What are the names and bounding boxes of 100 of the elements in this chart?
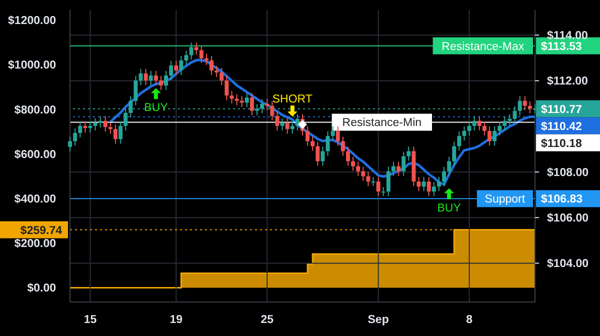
candlestick	[376, 176, 380, 197]
y-tick-label: $0.00	[27, 282, 56, 295]
candlestick	[204, 53, 208, 66]
ref-line-label: $113.53	[541, 40, 582, 53]
x-tick-label: 25	[260, 314, 274, 326]
candlestick	[502, 116, 507, 131]
candlestick	[488, 126, 492, 146]
candlestick	[78, 120, 82, 138]
candlestick	[306, 126, 310, 146]
candlestick	[179, 55, 184, 76]
candlestick	[98, 116, 102, 128]
candlestick	[340, 136, 345, 156]
candlestick	[103, 116, 108, 132]
annotation: BUY	[437, 202, 462, 214]
candlestick	[356, 161, 360, 176]
candlestick	[310, 136, 315, 152]
annotation: SHORT	[272, 94, 312, 106]
candlestick	[508, 114, 512, 126]
candlestick	[422, 176, 426, 192]
candlestick	[320, 146, 325, 166]
candlestick	[346, 146, 350, 166]
candlestick	[68, 136, 72, 152]
candlestick	[462, 126, 466, 141]
y2-tick-label: $106.00	[547, 212, 589, 225]
y2-tick-label: $112.00	[547, 76, 588, 88]
candlestick	[220, 67, 224, 86]
candlestick	[316, 141, 320, 166]
candlestick	[361, 166, 366, 182]
y-tick-label: $200.00	[14, 238, 56, 250]
candlestick	[498, 120, 502, 136]
candlestick	[148, 70, 153, 86]
annotation: Resistance-Min	[342, 117, 422, 130]
candlestick	[199, 45, 204, 64]
candlestick	[138, 68, 143, 86]
candlestick	[280, 118, 284, 131]
candlestick	[210, 55, 214, 76]
ref-line-label: $110.42	[541, 120, 582, 133]
candlestick	[88, 120, 92, 134]
x-tick-label: 19	[170, 314, 183, 326]
candlestick	[416, 176, 421, 192]
y-tick-label: $1200.00	[8, 15, 56, 28]
y-tick-label: $1000.00	[8, 60, 56, 72]
y-tick-label: $800.00	[14, 104, 56, 116]
candlestick	[83, 120, 88, 134]
annotation: Support	[484, 194, 526, 206]
candlestick	[371, 176, 376, 187]
candlestick	[477, 116, 482, 131]
candlestick	[275, 110, 280, 131]
ref-line-label: $259.74	[20, 224, 63, 237]
candlestick	[406, 146, 411, 162]
candlestick	[402, 151, 406, 176]
candlestick	[113, 124, 118, 144]
candlestick	[351, 156, 356, 172]
candlestick	[189, 42, 194, 60]
candlestick	[93, 118, 98, 131]
candlestick	[164, 70, 168, 91]
y2-tick-label: $104.00	[547, 258, 589, 270]
candlestick	[492, 126, 497, 146]
candlestick	[285, 118, 290, 134]
candlestick	[169, 60, 174, 81]
annotation: Resistance-Max	[442, 40, 524, 53]
candlestick	[336, 126, 340, 146]
y-tick-label: $600.00	[14, 148, 56, 161]
candlestick	[270, 100, 274, 121]
candlestick	[472, 116, 476, 131]
candlestick	[154, 70, 158, 86]
candlestick	[522, 96, 527, 111]
x-tick-label: Sep	[368, 314, 389, 326]
ref-line-label: $106.83	[541, 194, 583, 206]
candlestick	[158, 75, 163, 91]
y-tick-label: $400.00	[14, 193, 56, 206]
candlestick	[432, 182, 436, 197]
candlestick	[214, 65, 219, 78]
candlestick	[234, 94, 239, 106]
candlestick	[184, 50, 188, 66]
candlestick	[528, 100, 532, 114]
candlestick	[144, 68, 148, 86]
annotation: BUY	[144, 102, 168, 114]
candlestick	[73, 128, 78, 146]
candlestick	[330, 126, 335, 141]
x-tick-label: 8	[466, 314, 474, 326]
candlestick	[295, 114, 300, 131]
candlestick	[452, 141, 456, 166]
candlestick	[396, 161, 401, 176]
candlestick	[265, 98, 270, 111]
candlestick	[426, 176, 431, 197]
candlestick	[386, 166, 390, 197]
candlestick	[244, 92, 249, 108]
candlestick	[108, 122, 112, 134]
candlestick	[118, 120, 123, 144]
candlestick	[436, 176, 441, 192]
x-tick-label: 15	[84, 314, 98, 326]
candlestick	[366, 171, 370, 187]
candlestick	[224, 75, 229, 101]
y2-tick-label: $108.00	[547, 166, 589, 179]
ref-line-label: $110.77	[541, 104, 582, 116]
candlestick	[230, 90, 234, 104]
candlestick	[326, 130, 330, 156]
candlestick	[250, 92, 254, 116]
candlestick	[381, 186, 386, 197]
